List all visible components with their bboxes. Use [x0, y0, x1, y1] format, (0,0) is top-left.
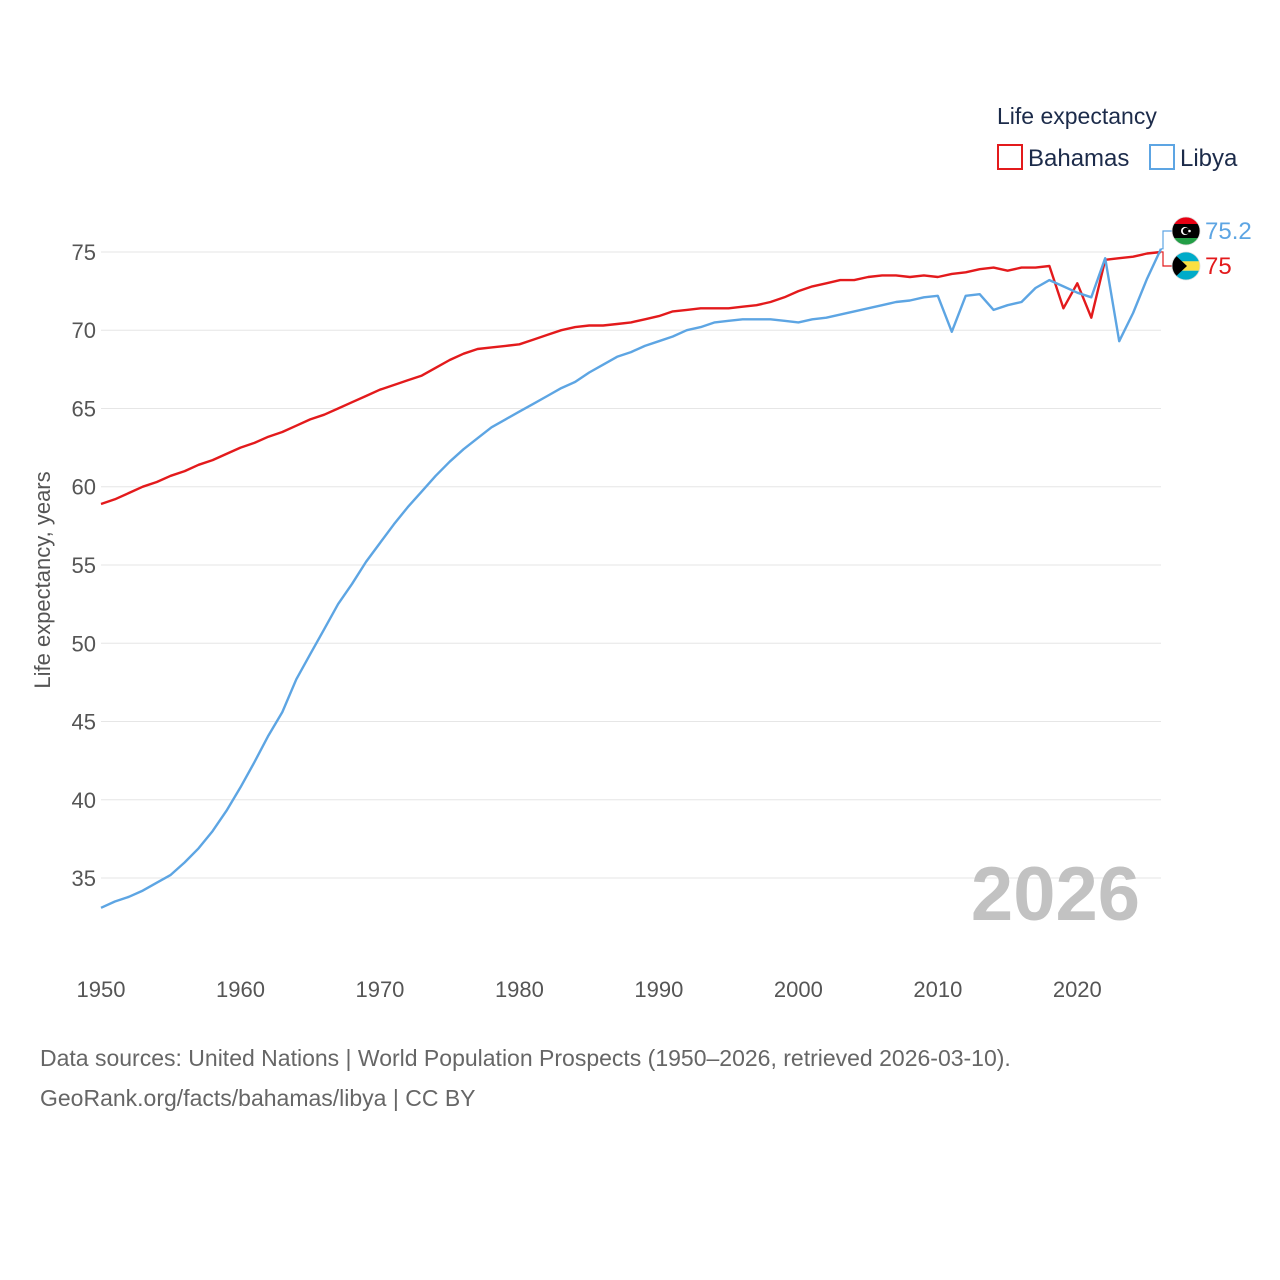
- end-value-bahamas: 75: [1205, 253, 1232, 280]
- legend-swatch-bahamas: [997, 144, 1023, 170]
- y-tick-label-55: 55: [72, 553, 96, 578]
- x-tick-label-1950: 1950: [77, 977, 126, 1002]
- y-tick-label-75: 75: [72, 240, 96, 265]
- x-tick-label-2020: 2020: [1053, 977, 1102, 1002]
- x-tick-label-1960: 1960: [216, 977, 265, 1002]
- connector-libya: [1161, 230, 1172, 250]
- y-axis-title: Life expectancy, years: [30, 471, 55, 688]
- series-line-libya[interactable]: [100, 248, 1163, 909]
- y-tick-label-40: 40: [72, 788, 96, 813]
- legend-label-bahamas: Bahamas: [1028, 145, 1129, 172]
- bahamas-flag-icon: [1171, 251, 1201, 281]
- x-tick-label-1990: 1990: [634, 977, 683, 1002]
- current-year-label: 2026: [971, 852, 1140, 937]
- y-tick-label-70: 70: [72, 318, 96, 343]
- libya-flag-icon: [1171, 216, 1201, 246]
- legend: Life expectancy Bahamas Libya: [997, 103, 1238, 172]
- grid-lines: [101, 251, 1161, 879]
- series-line-bahamas[interactable]: [100, 250, 1162, 506]
- y-axis-ticks: 35 40 45 50 55 60 65 70 75: [72, 240, 96, 891]
- legend-title: Life expectancy: [997, 103, 1157, 129]
- connector-bahamas: [1161, 251, 1172, 267]
- end-labels: 75 75.2: [1161, 216, 1252, 281]
- x-tick-label-1970: 1970: [355, 977, 404, 1002]
- end-value-libya: 75.2: [1205, 218, 1252, 245]
- x-axis-ticks: 1950 1960 1970 1980 1990 2000 2010 2020: [77, 977, 1102, 1002]
- y-tick-label-45: 45: [72, 710, 96, 735]
- legend-label-libya: Libya: [1180, 145, 1238, 172]
- x-tick-label-2000: 2000: [774, 977, 823, 1002]
- y-tick-label-35: 35: [72, 866, 96, 891]
- y-tick-label-60: 60: [72, 475, 96, 500]
- y-tick-label-50: 50: [72, 631, 96, 656]
- y-tick-label-65: 65: [72, 396, 96, 421]
- x-tick-label-1980: 1980: [495, 977, 544, 1002]
- legend-swatch-libya: [1149, 144, 1175, 170]
- life-expectancy-chart: 35 40 45 50 55 60 65 70 75 1950 1960 1970 1980 1990 2…: [30, 103, 1252, 1002]
- legend-item-bahamas[interactable]: Bahamas: [997, 144, 1129, 172]
- x-tick-label-2010: 2010: [913, 977, 962, 1002]
- data-source-note: Data sources: United Nations | World Pop…: [40, 1045, 1011, 1071]
- attribution-link[interactable]: GeoRank.org/facts/bahamas/libya | CC BY: [40, 1085, 476, 1111]
- series-lines: [100, 248, 1163, 909]
- legend-item-libya[interactable]: Libya: [1149, 144, 1238, 172]
